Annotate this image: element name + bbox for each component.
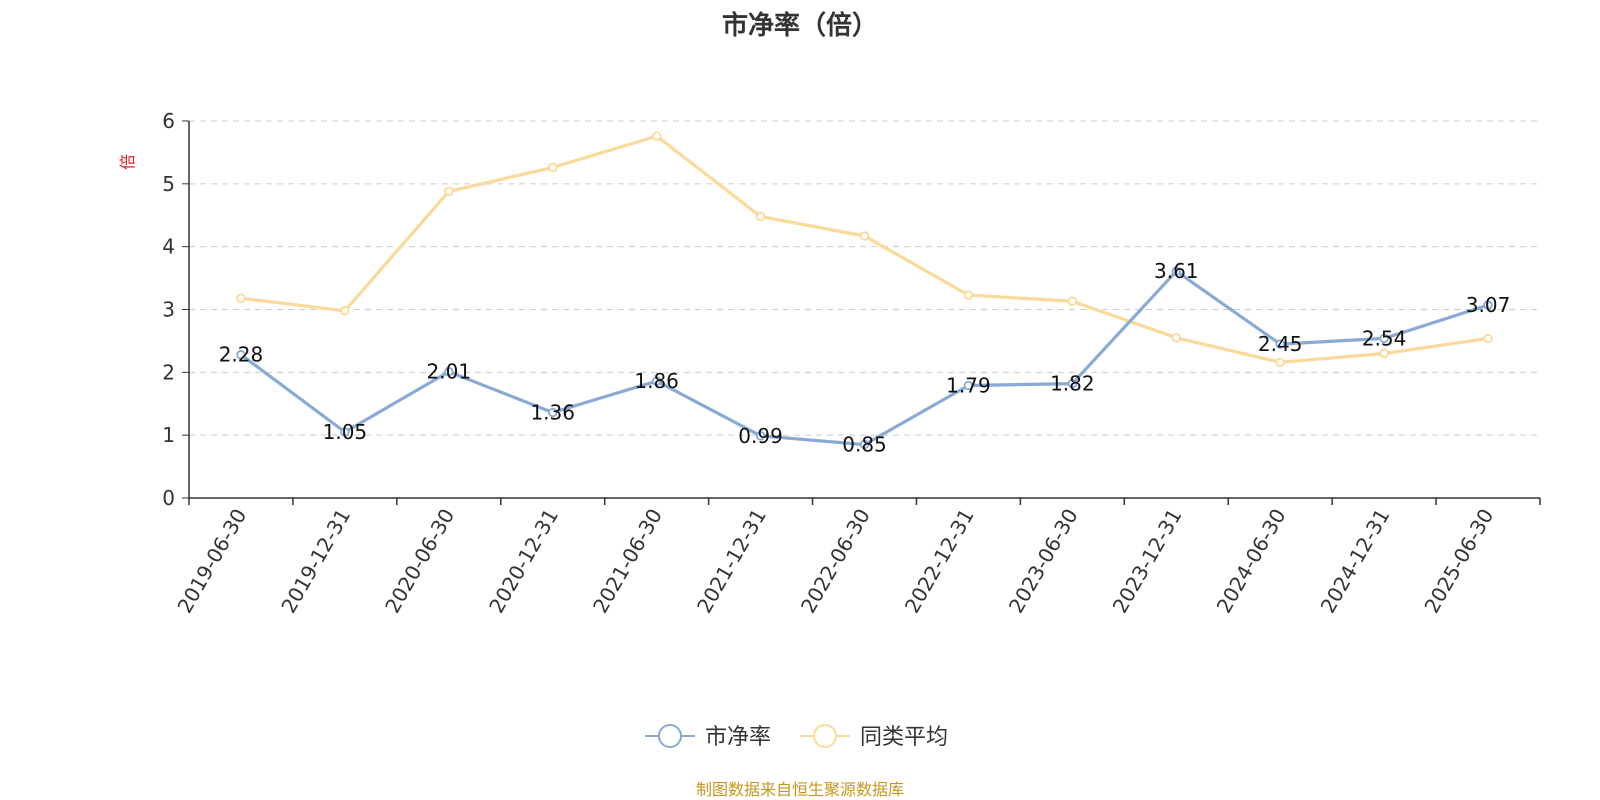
data-point[interactable] xyxy=(340,306,350,316)
data-point[interactable] xyxy=(1067,296,1078,307)
data-label: 2.01 xyxy=(427,360,472,384)
x-tick-label: 2020-12-31 xyxy=(484,505,563,618)
grid-lines xyxy=(189,120,1540,436)
data-source-note: 制图数据来自恒生聚源数据库 xyxy=(696,780,904,799)
data-point[interactable] xyxy=(651,131,662,141)
x-tick-label: 2022-06-30 xyxy=(796,505,875,618)
legend-marker xyxy=(658,724,682,748)
data-label: 0.99 xyxy=(738,424,783,448)
data-point[interactable] xyxy=(755,211,766,222)
x-tick-label: 2024-12-31 xyxy=(1316,505,1395,618)
legend-marker xyxy=(813,724,837,748)
data-point[interactable] xyxy=(548,407,558,418)
y-tick-label: 3 xyxy=(162,298,175,322)
data-labels: 2.28 1.05 2.01 1.36 1.86 0.99 0.85 1.79 1.82 3.61… xyxy=(219,259,1511,456)
data-label: 1.82 xyxy=(1050,372,1095,396)
series-line-0 xyxy=(240,269,1489,447)
x-tick-label: 2022-12-31 xyxy=(900,505,979,618)
data-point[interactable] xyxy=(859,231,870,241)
legend-item-1[interactable]: 同类平均 xyxy=(800,724,948,750)
data-point[interactable] xyxy=(548,162,558,173)
y-axis-unit-label: 倍 xyxy=(118,154,137,170)
data-point[interactable] xyxy=(1483,300,1493,310)
data-point[interactable] xyxy=(755,431,766,441)
series-line-1 xyxy=(240,134,1489,364)
data-point[interactable] xyxy=(340,427,350,437)
y-tick-label: 4 xyxy=(162,235,175,259)
x-tick-label: 2019-06-30 xyxy=(172,505,251,618)
legend[interactable]: 市净率 同类平均 xyxy=(645,724,948,750)
data-label: 1.86 xyxy=(634,369,679,393)
x-tick-label: 2025-06-30 xyxy=(1419,505,1498,618)
data-point[interactable] xyxy=(236,350,246,360)
x-tick-label: 2021-12-31 xyxy=(692,505,771,618)
data-label: 3.61 xyxy=(1154,259,1199,283)
data-point[interactable] xyxy=(651,376,662,386)
legend-item-0[interactable]: 市净率 xyxy=(645,724,771,750)
data-label: 0.85 xyxy=(842,433,887,457)
data-point[interactable] xyxy=(859,439,870,450)
series-lines xyxy=(236,131,1493,450)
x-tick-label: 2024-06-30 xyxy=(1212,505,1291,618)
data-label: 2.54 xyxy=(1362,326,1407,350)
data-label: 1.05 xyxy=(323,420,368,444)
data-point[interactable] xyxy=(963,380,974,391)
data-point[interactable] xyxy=(1171,266,1181,276)
x-tick-label: 2020-06-30 xyxy=(380,505,459,618)
y-tick-label: 6 xyxy=(162,109,175,133)
data-label: 2.28 xyxy=(219,343,264,367)
x-tick-label: 2021-06-30 xyxy=(588,505,667,618)
y-tick-label: 2 xyxy=(162,360,175,384)
y-tick-label: 0 xyxy=(162,486,175,510)
data-label: 1.36 xyxy=(530,401,575,425)
data-point[interactable] xyxy=(444,367,454,377)
y-tick-label: 1 xyxy=(162,423,175,447)
y-tick-label: 5 xyxy=(162,172,175,196)
data-point[interactable] xyxy=(444,186,454,197)
data-label: 2.45 xyxy=(1258,332,1303,356)
x-tick-label: 2023-06-30 xyxy=(1004,505,1083,618)
chart-title: 市净率（倍） xyxy=(722,10,878,41)
data-point[interactable] xyxy=(963,290,974,300)
data-point[interactable] xyxy=(1483,333,1493,344)
data-point[interactable] xyxy=(236,293,246,303)
data-point[interactable] xyxy=(1379,348,1389,359)
data-point[interactable] xyxy=(1275,339,1285,349)
data-point[interactable] xyxy=(1379,333,1389,344)
legend-label: 市净率 xyxy=(705,725,771,750)
data-point[interactable] xyxy=(1067,378,1078,389)
data-label: 3.07 xyxy=(1466,293,1511,317)
data-point[interactable] xyxy=(1171,333,1181,343)
legend-label: 同类平均 xyxy=(860,725,948,750)
x-tick-label: 2019-12-31 xyxy=(276,505,355,618)
data-point[interactable] xyxy=(1275,357,1285,367)
axes: 0 1 2 3 4 5 6 2019-06-30 2019-12-31 2020-06-30 202… xyxy=(162,109,1541,618)
x-tick-label: 2023-12-31 xyxy=(1108,505,1187,618)
data-label: 1.79 xyxy=(946,374,991,398)
